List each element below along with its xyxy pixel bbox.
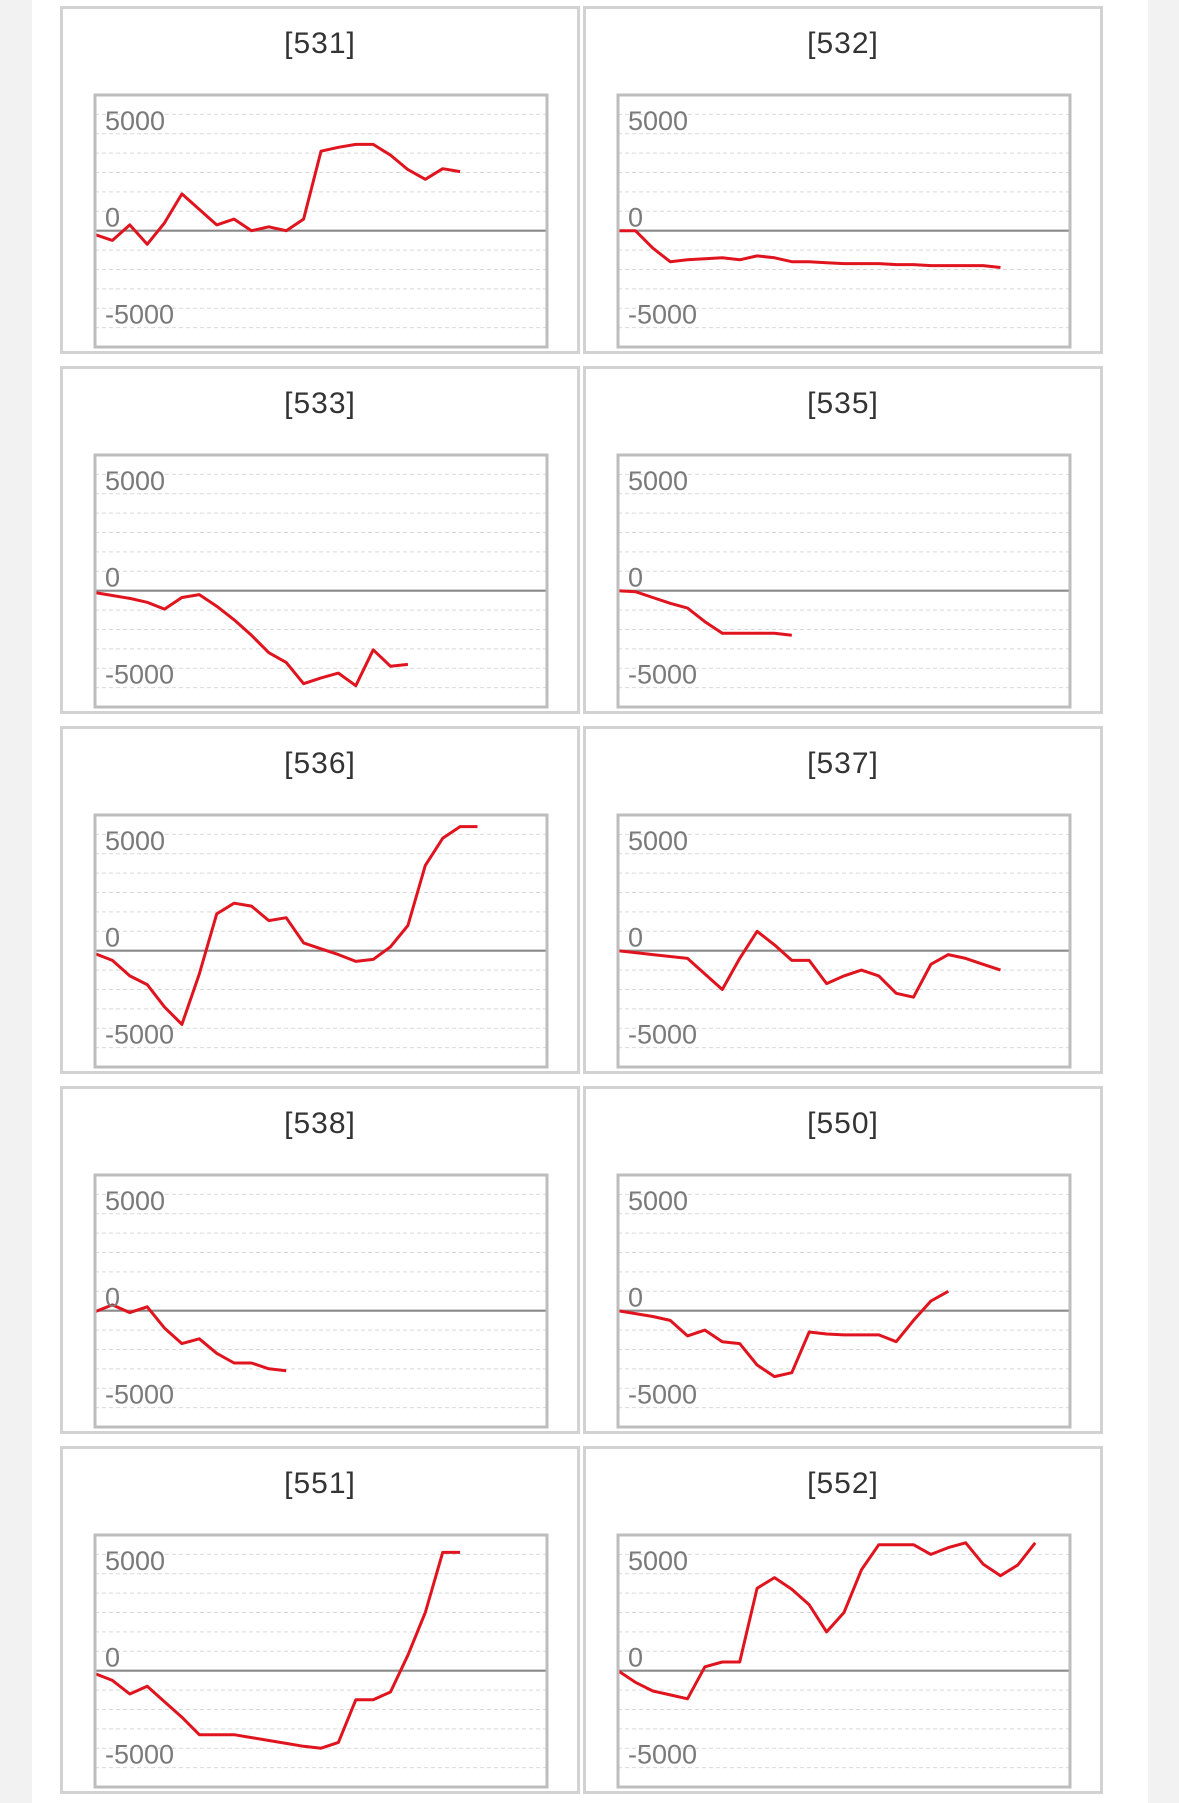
y-tick-label: 5000	[105, 1546, 165, 1576]
chart-panel: [532] 5000 0 -5000	[583, 6, 1103, 354]
plot-area	[95, 95, 547, 347]
plot-area	[618, 1175, 1070, 1427]
series-line	[618, 929, 1001, 999]
y-tick-label: 0	[105, 563, 120, 593]
y-tick-label: 5000	[105, 826, 165, 856]
y-tick-label: 0	[105, 203, 120, 233]
chart-panel: [535] 5000 0 -5000	[583, 366, 1103, 714]
plot-frame	[93, 1533, 549, 1789]
y-tick-label: -5000	[628, 1380, 697, 1410]
plot-frame	[616, 1173, 1072, 1429]
chart-title: [538]	[284, 1107, 356, 1140]
plot-area	[95, 815, 547, 1067]
line-chart: 5000 0 -5000	[93, 1173, 549, 1429]
plot-area	[618, 815, 1070, 1067]
line-chart: 5000 0 -5000	[93, 813, 549, 1069]
chart-panel: [551] 5000 0 -5000	[60, 1446, 580, 1794]
plot-area	[618, 455, 1070, 707]
chart-title: [550]	[807, 1107, 879, 1140]
series-line	[618, 229, 1001, 269]
series-line	[95, 1303, 287, 1373]
y-tick-label: -5000	[628, 1020, 697, 1050]
y-tick-label: -5000	[105, 1740, 174, 1770]
line-chart: 5000 0 -5000	[93, 1533, 549, 1789]
chart-panel: [533] 5000 0 -5000	[60, 366, 580, 714]
chart-panel: [537] 5000 0 -5000	[583, 726, 1103, 1074]
y-tick-label: 0	[628, 923, 643, 953]
page-background: [531] 5000 0 -5000 [532] 5000 0 -5000 [533] 5000 0…	[32, 0, 1148, 1803]
y-tick-label: 0	[105, 1643, 120, 1673]
plot-area	[618, 95, 1070, 347]
chart-title: [532]	[807, 27, 879, 60]
y-tick-label: 5000	[628, 466, 688, 496]
plot-frame	[616, 93, 1072, 349]
line-chart: 5000 0 -5000	[616, 453, 1072, 709]
chart-title: [552]	[807, 1467, 879, 1500]
plot-area	[95, 455, 547, 707]
plot-frame	[93, 1173, 549, 1429]
y-tick-label: 0	[105, 923, 120, 953]
line-chart: 5000 0 -5000	[93, 453, 549, 709]
plot-frame	[616, 453, 1072, 709]
series-line	[95, 142, 461, 246]
y-tick-label: 5000	[628, 1186, 688, 1216]
y-tick-label: -5000	[628, 300, 697, 330]
line-chart: 5000 0 -5000	[616, 813, 1072, 1069]
y-tick-label: -5000	[105, 1380, 174, 1410]
plot-area	[95, 1535, 547, 1787]
y-tick-label: 5000	[628, 106, 688, 136]
chart-panel: [531] 5000 0 -5000	[60, 6, 580, 354]
series-line	[95, 591, 409, 688]
chart-title: [551]	[284, 1467, 356, 1500]
plot-area	[95, 1175, 547, 1427]
series-line	[618, 589, 792, 637]
line-chart: 5000 0 -5000	[616, 1533, 1072, 1789]
plot-frame	[93, 813, 549, 1069]
y-tick-label: -5000	[628, 660, 697, 690]
y-tick-label: 5000	[105, 106, 165, 136]
y-tick-label: 5000	[105, 1186, 165, 1216]
y-tick-label: 0	[105, 1283, 120, 1313]
chart-panel: [552] 5000 0 -5000	[583, 1446, 1103, 1794]
chart-title: [533]	[284, 387, 356, 420]
chart-title: [536]	[284, 747, 356, 780]
chart-panel: [538] 5000 0 -5000	[60, 1086, 580, 1434]
plot-frame	[93, 93, 549, 349]
y-tick-label: 5000	[628, 826, 688, 856]
line-chart: 5000 0 -5000	[616, 1173, 1072, 1429]
y-tick-label: 5000	[105, 466, 165, 496]
plot-frame	[616, 1533, 1072, 1789]
y-tick-label: 0	[628, 1283, 643, 1313]
line-chart: 5000 0 -5000	[93, 93, 549, 349]
y-tick-label: 0	[628, 203, 643, 233]
y-tick-label: -5000	[105, 660, 174, 690]
chart-panel: [550] 5000 0 -5000	[583, 1086, 1103, 1434]
chart-title: [531]	[284, 27, 356, 60]
chart-title: [537]	[807, 747, 879, 780]
series-line	[618, 1541, 1037, 1701]
y-tick-label: -5000	[105, 300, 174, 330]
line-chart: 5000 0 -5000	[616, 93, 1072, 349]
chart-title: [535]	[807, 387, 879, 420]
plot-area	[618, 1535, 1070, 1787]
y-tick-label: -5000	[105, 1020, 174, 1050]
chart-panel: [536] 5000 0 -5000	[60, 726, 580, 1074]
y-tick-label: -5000	[628, 1740, 697, 1770]
series-line	[618, 1289, 950, 1379]
series-line	[95, 1550, 461, 1750]
plot-frame	[616, 813, 1072, 1069]
series-line	[95, 825, 478, 1026]
y-tick-label: 0	[628, 1643, 643, 1673]
y-tick-label: 0	[628, 563, 643, 593]
y-tick-label: 5000	[628, 1546, 688, 1576]
plot-frame	[93, 453, 549, 709]
